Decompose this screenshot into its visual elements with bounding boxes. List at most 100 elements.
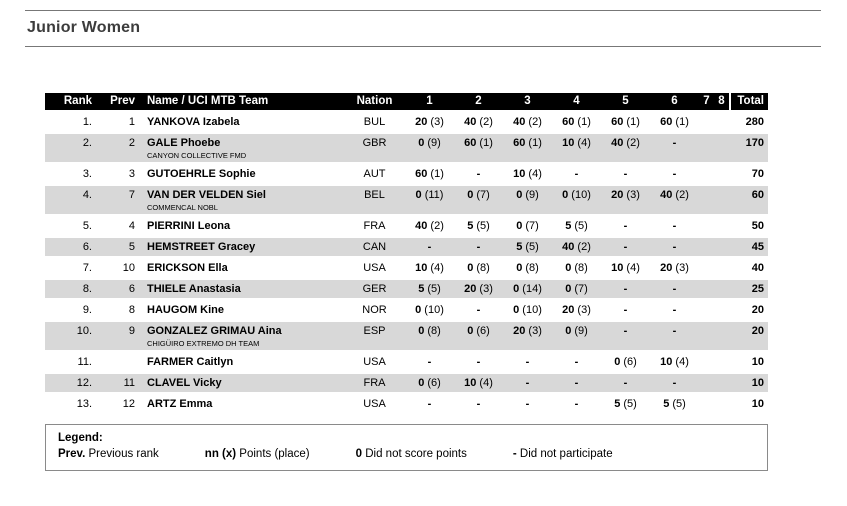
nation-cell: USA	[363, 398, 386, 410]
column-header-rank: Rank	[45, 93, 100, 110]
round-1-cell: 0 (8)	[405, 322, 454, 350]
nation-cell: USA	[363, 356, 386, 368]
page-title: Junior Women	[27, 19, 141, 36]
rider-name: HAUGOM Kine	[147, 304, 224, 316]
table-row: 8. 6 THIELE Anastasia GER 5 (5) 20 (3) 0 (14) 0…	[45, 280, 768, 298]
table-row: 9. 8 HAUGOM Kine NOR 0 (10) - 0 (10) 20 (3) - - 20	[45, 301, 768, 319]
prev-cell: 3	[128, 168, 135, 180]
round-8-cell	[714, 374, 729, 392]
rider-name: ARTZ Emma	[147, 398, 213, 410]
round-6-cell: -	[650, 374, 699, 392]
column-header-6: 6	[650, 93, 699, 110]
nation-cell: FRA	[344, 374, 405, 392]
rider-name: THIELE Anastasia	[147, 283, 241, 295]
table-row: 12. 11 CLAVEL Vicky FRA 0 (6) 10 (4) - - - -10	[45, 374, 768, 392]
round-2-cell: 5 (5)	[467, 220, 490, 232]
name-cell: ARTZ Emma	[140, 395, 344, 413]
total-cell: 25	[729, 280, 768, 298]
total-cell: 10	[751, 398, 764, 410]
round-6-cell: -	[650, 280, 699, 298]
nation-cell: FRA	[363, 220, 386, 232]
table-row: 7. 10 ERICKSON Ella USA 10 (4) 0 (8) 0 (8) 0 (8…	[45, 259, 768, 277]
rank-cell: 8.	[45, 280, 100, 298]
rider-name: HEMSTREET Gracey	[147, 241, 256, 253]
round-7-cell	[699, 186, 714, 214]
rider-name: GONZALEZ GRIMAU Aina	[147, 325, 282, 337]
round-7-cell	[699, 353, 714, 371]
table-row: 13. 12 ARTZ Emma USA - - - - 5 (5) 5 (5) 10	[45, 395, 768, 413]
column-header-total: Total	[729, 93, 768, 110]
legend-item: nn (x) Points (place)	[204, 448, 310, 460]
rank-cell: 4.	[45, 186, 100, 214]
round-5-cell: 60 (1)	[611, 116, 640, 128]
round-5-cell: -	[601, 280, 650, 298]
round-1-cell: 0 (6)	[405, 374, 454, 392]
round-4-cell: -	[552, 374, 601, 392]
round-3-cell: -	[525, 356, 530, 368]
nation-cell: NOR	[362, 304, 387, 316]
name-cell: CLAVEL Vicky	[140, 374, 344, 392]
nation-cell: GBR	[344, 134, 405, 162]
round-4-cell: 0 (8)	[565, 262, 588, 274]
total-cell: 10	[729, 374, 768, 392]
rider-name: ERICKSON Ella	[147, 262, 228, 274]
total-cell: 20	[729, 322, 768, 350]
round-1-cell: 40 (2)	[415, 220, 444, 232]
nation-cell: CAN	[344, 238, 405, 256]
rank-cell: 10.	[45, 322, 100, 350]
prev-cell: 11	[100, 374, 140, 392]
legend-items: Prev. Previous rank nn (x) Points (place)…	[58, 447, 755, 462]
round-5-cell: -	[623, 168, 628, 180]
nation-cell: USA	[363, 262, 386, 274]
rank-cell: 3.	[82, 168, 92, 180]
round-4-cell: 5 (5)	[565, 220, 588, 232]
round-6-cell: -	[672, 220, 677, 232]
round-2-cell: 0 (7)	[454, 186, 503, 214]
round-2-cell: 0 (6)	[454, 322, 503, 350]
name-cell: GONZALEZ GRIMAU Aina CHIGÜIRO EXTREMO DH …	[140, 322, 344, 350]
prev-cell: 10	[122, 262, 135, 274]
column-header-4: 4	[552, 93, 601, 110]
round-8-cell	[714, 301, 729, 319]
legend-box: Legend: Prev. Previous rank nn (x) Points…	[45, 424, 768, 471]
prev-cell: 8	[128, 304, 135, 316]
round-1-cell: 10 (4)	[415, 262, 444, 274]
round-3-cell: 20 (3)	[503, 322, 552, 350]
total-cell: 70	[751, 168, 764, 180]
round-5-cell: 20 (3)	[601, 186, 650, 214]
round-3-cell: 0 (7)	[516, 220, 539, 232]
round-2-cell: -	[476, 168, 481, 180]
round-8-cell	[714, 186, 729, 214]
round-7-cell	[699, 259, 714, 277]
rank-cell: 11.	[77, 356, 92, 368]
rider-team: CHIGÜIRO EXTREMO DH TEAM	[147, 339, 260, 348]
round-5-cell: 0 (6)	[614, 356, 637, 368]
round-3-cell: 0 (10)	[513, 304, 542, 316]
rider-name: PIERRINI Leona	[147, 220, 231, 232]
round-6-cell: -	[672, 304, 677, 316]
round-8-cell	[714, 259, 729, 277]
nation-cell: BEL	[344, 186, 405, 214]
title-underline-rule	[25, 46, 821, 47]
legend-item: - Did not participate	[512, 448, 613, 460]
table-header-row: Rank Prev Name / UCI MTB Team Nation 1 2 3 4 5 6 7…	[45, 93, 768, 110]
table-row: 3. 3 GUTOEHRLE Sophie AUT 60 (1) - 10 (4) - - - 70	[45, 165, 768, 183]
round-3-cell: 0 (14)	[503, 280, 552, 298]
round-4-cell: 20 (3)	[562, 304, 591, 316]
round-5-cell: 40 (2)	[601, 134, 650, 162]
round-1-cell: 0 (9)	[405, 134, 454, 162]
rider-team: COMMENCAL NOBL	[147, 203, 218, 212]
legend-item: Prev. Previous rank	[58, 448, 159, 460]
standings-body: 1. 1 YANKOVA Izabela BUL 20 (3) 40 (2) 40 (2) 6…	[45, 113, 768, 413]
total-cell: 40	[751, 262, 764, 274]
round-7-cell	[699, 301, 714, 319]
rank-cell: 1.	[82, 116, 92, 128]
table-row: 11. FARMER Caitlyn USA - - - - 0 (6) 10 (4) 10	[45, 353, 768, 371]
rank-cell: 7.	[82, 262, 92, 274]
rank-cell: 12.	[45, 374, 100, 392]
round-3-cell: -	[503, 374, 552, 392]
column-header-7: 7	[699, 93, 714, 110]
round-1-cell: 5 (5)	[405, 280, 454, 298]
table-row: 6. 5 HEMSTREET Gracey CAN - -5 (5) 40 (2) - -45	[45, 238, 768, 256]
round-8-cell	[714, 217, 729, 235]
